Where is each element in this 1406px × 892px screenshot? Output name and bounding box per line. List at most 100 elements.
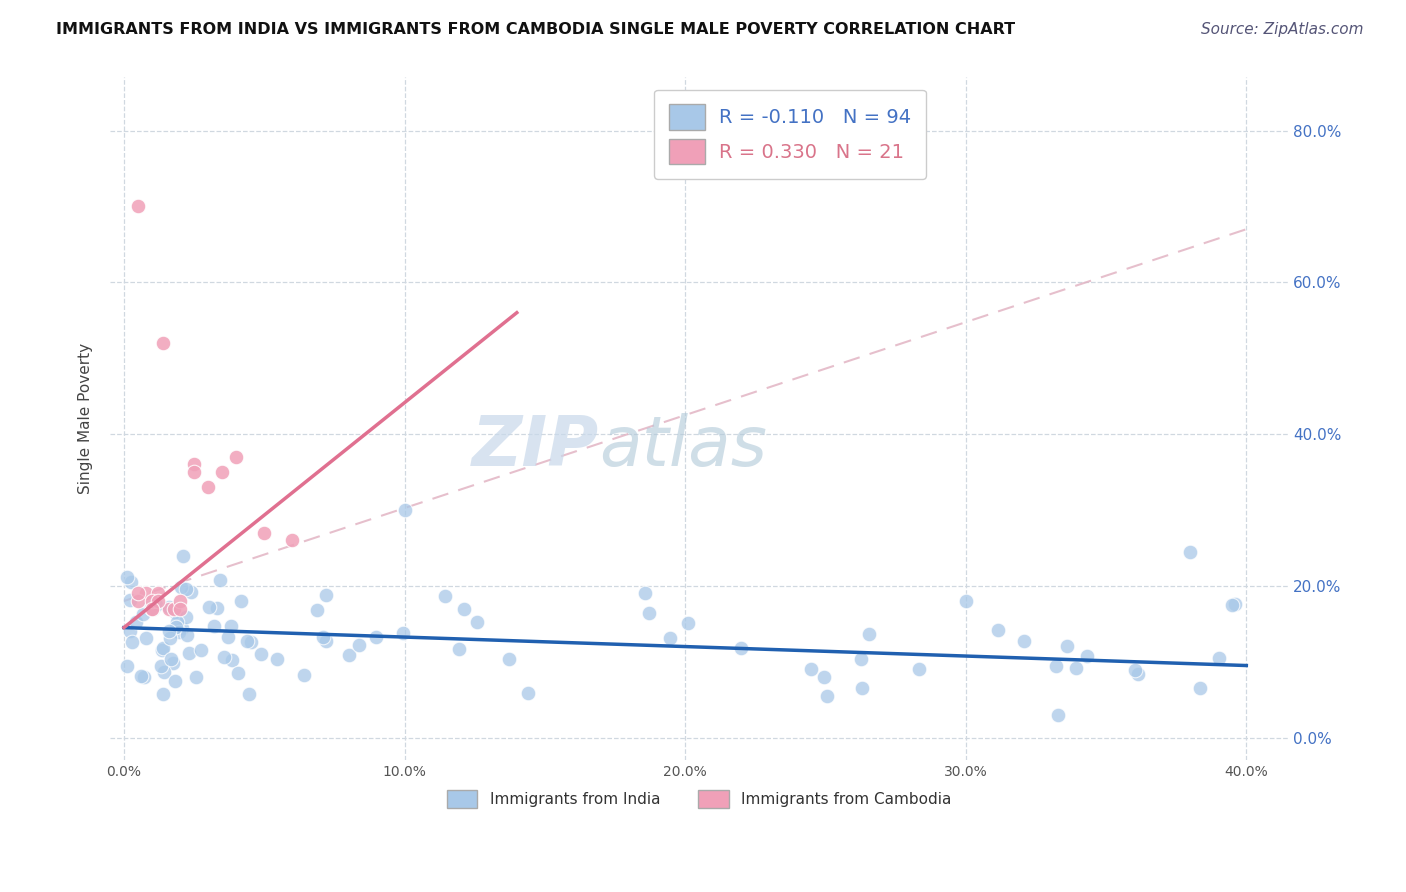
- Point: [190, 642, 212, 657]
- Point: [118, 624, 141, 639]
- Point: [858, 627, 880, 641]
- Point: [169, 601, 191, 615]
- Point: [172, 621, 194, 635]
- Point: [434, 589, 457, 603]
- Point: [226, 665, 249, 680]
- Point: [908, 662, 931, 676]
- Point: [800, 662, 823, 676]
- Point: [730, 641, 752, 656]
- Point: [315, 588, 337, 602]
- Point: [849, 652, 872, 666]
- Point: [134, 670, 156, 684]
- Point: [516, 686, 538, 700]
- Point: [153, 665, 176, 680]
- Point: [141, 601, 163, 615]
- Point: [281, 533, 304, 548]
- Point: [132, 607, 155, 621]
- Point: [813, 670, 835, 684]
- Point: [312, 630, 335, 644]
- Point: [987, 623, 1010, 637]
- Point: [305, 603, 328, 617]
- Point: [394, 503, 416, 517]
- Point: [150, 643, 173, 657]
- Point: [139, 598, 162, 612]
- Text: ZIP: ZIP: [472, 413, 599, 480]
- Point: [141, 594, 163, 608]
- Point: [172, 549, 194, 564]
- Point: [217, 630, 239, 644]
- Point: [1123, 663, 1146, 677]
- Point: [142, 602, 165, 616]
- Point: [163, 673, 186, 688]
- Point: [229, 593, 252, 607]
- Point: [163, 606, 186, 620]
- Point: [1126, 667, 1149, 681]
- Point: [152, 336, 174, 351]
- Point: [176, 609, 198, 624]
- Point: [1220, 598, 1243, 612]
- Point: [498, 652, 520, 666]
- Point: [634, 586, 657, 600]
- Point: [129, 669, 152, 683]
- Point: [121, 635, 143, 649]
- Point: [211, 465, 233, 479]
- Point: [1223, 597, 1246, 611]
- Point: [127, 199, 149, 213]
- Point: [349, 638, 371, 652]
- Point: [115, 570, 138, 584]
- Point: [184, 670, 207, 684]
- Point: [1012, 634, 1035, 648]
- Point: [165, 620, 187, 634]
- Point: [141, 600, 163, 615]
- Point: [1047, 707, 1070, 722]
- Point: [170, 581, 193, 595]
- Point: [127, 586, 149, 600]
- Point: [141, 601, 163, 615]
- Point: [240, 635, 263, 649]
- Point: [183, 465, 205, 479]
- Point: [392, 626, 415, 640]
- Point: [1180, 545, 1202, 559]
- Point: [145, 598, 167, 612]
- Point: [205, 600, 228, 615]
- Point: [815, 689, 838, 703]
- Point: [315, 633, 337, 648]
- Point: [127, 594, 149, 608]
- Point: [465, 615, 488, 629]
- Legend: Immigrants from India, Immigrants from Cambodia: Immigrants from India, Immigrants from C…: [440, 784, 957, 814]
- Point: [115, 658, 138, 673]
- Point: [250, 647, 273, 661]
- Point: [180, 584, 202, 599]
- Point: [212, 650, 235, 665]
- Point: [149, 658, 172, 673]
- Point: [658, 631, 681, 645]
- Point: [146, 586, 169, 600]
- Point: [1208, 650, 1230, 665]
- Point: [169, 594, 191, 608]
- Point: [208, 574, 231, 588]
- Y-axis label: Single Male Poverty: Single Male Poverty: [79, 343, 93, 494]
- Point: [236, 634, 259, 648]
- Text: Source: ZipAtlas.com: Source: ZipAtlas.com: [1201, 22, 1364, 37]
- Point: [449, 642, 471, 657]
- Point: [955, 594, 977, 608]
- Point: [157, 600, 180, 615]
- Point: [135, 586, 157, 600]
- Point: [366, 630, 388, 644]
- Point: [159, 632, 181, 646]
- Point: [1045, 658, 1067, 673]
- Point: [676, 616, 699, 631]
- Point: [176, 627, 198, 641]
- Point: [159, 651, 181, 665]
- Point: [202, 619, 225, 633]
- Point: [174, 582, 197, 596]
- Point: [152, 687, 174, 701]
- Point: [337, 648, 360, 662]
- Point: [167, 624, 190, 639]
- Point: [157, 601, 180, 615]
- Point: [453, 601, 475, 615]
- Text: atlas: atlas: [599, 413, 768, 480]
- Point: [135, 631, 157, 645]
- Point: [183, 458, 205, 472]
- Point: [1076, 648, 1098, 663]
